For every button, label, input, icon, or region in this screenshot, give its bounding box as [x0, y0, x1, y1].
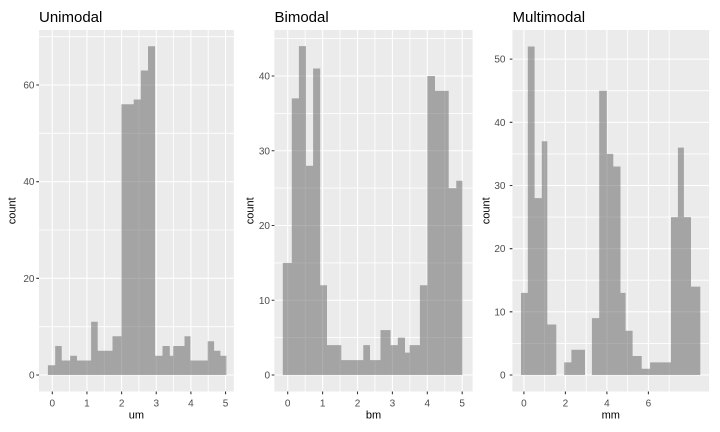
svg-text:0: 0 — [285, 399, 291, 410]
svg-text:count: count — [481, 197, 493, 224]
svg-text:um: um — [129, 410, 144, 422]
svg-text:30: 30 — [259, 146, 271, 157]
svg-text:2: 2 — [355, 399, 361, 410]
svg-text:10: 10 — [494, 307, 506, 318]
svg-text:0: 0 — [521, 399, 527, 410]
svg-text:3: 3 — [390, 399, 396, 410]
svg-text:4: 4 — [425, 399, 431, 410]
svg-text:count: count — [7, 197, 19, 224]
svg-text:40: 40 — [494, 118, 506, 129]
svg-text:40: 40 — [23, 177, 35, 188]
svg-text:0: 0 — [500, 371, 506, 382]
svg-text:1: 1 — [84, 399, 90, 410]
svg-text:0: 0 — [29, 371, 35, 382]
svg-text:4: 4 — [604, 399, 610, 410]
svg-text:20: 20 — [259, 221, 271, 232]
svg-text:count: count — [244, 197, 256, 224]
svg-text:10: 10 — [259, 296, 271, 307]
svg-text:6: 6 — [646, 399, 652, 410]
svg-text:1: 1 — [320, 399, 326, 410]
svg-text:40: 40 — [259, 72, 271, 83]
svg-text:20: 20 — [23, 274, 35, 285]
svg-text:Multimodal: Multimodal — [513, 9, 586, 26]
svg-text:2: 2 — [119, 399, 125, 410]
svg-text:60: 60 — [23, 81, 35, 92]
svg-text:3: 3 — [153, 399, 159, 410]
svg-text:5: 5 — [459, 399, 465, 410]
svg-text:30: 30 — [494, 181, 506, 192]
svg-text:Unimodal: Unimodal — [39, 9, 102, 26]
svg-text:Bimodal: Bimodal — [275, 9, 329, 26]
svg-text:50: 50 — [494, 55, 506, 66]
svg-text:mm: mm — [602, 410, 620, 422]
svg-text:0: 0 — [264, 371, 270, 382]
svg-text:2: 2 — [563, 399, 569, 410]
svg-text:20: 20 — [494, 244, 506, 255]
svg-text:bm: bm — [366, 410, 381, 422]
svg-text:4: 4 — [188, 399, 194, 410]
svg-text:0: 0 — [50, 399, 56, 410]
svg-text:5: 5 — [223, 399, 229, 410]
